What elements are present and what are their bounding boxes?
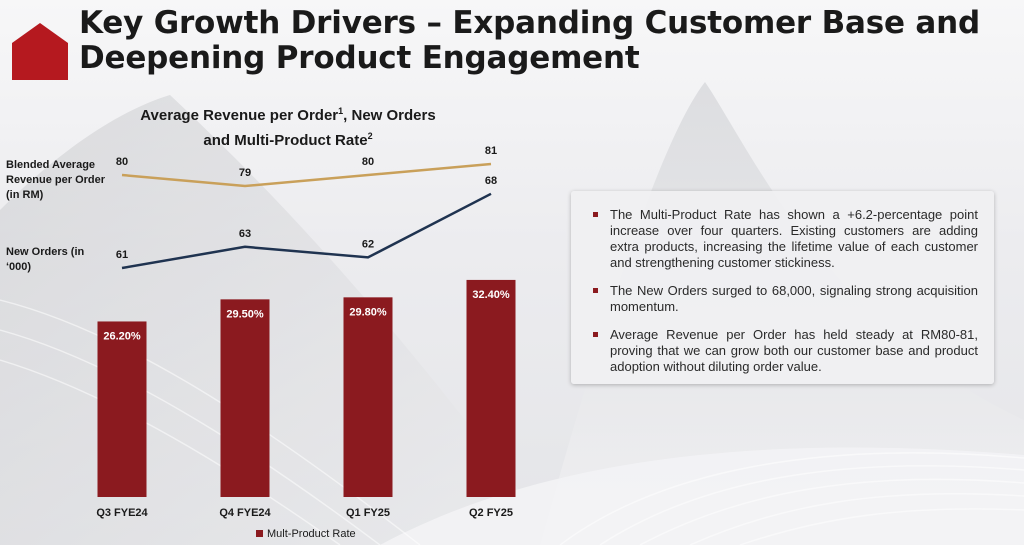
bar-label-3: 32.40% xyxy=(472,289,510,301)
category-label-0: Q3 FYE24 xyxy=(96,507,148,519)
new-orders-point-label-3: 68 xyxy=(485,175,497,187)
new-orders-line xyxy=(121,192,492,270)
new-orders-point-label-0: 61 xyxy=(116,249,128,261)
arpo-point-label-0: 80 xyxy=(116,156,128,168)
page-title-line-1: Key Growth Drivers – Expanding Customer … xyxy=(79,5,980,41)
chart-title: Average Revenue per Order1, New Orders a… xyxy=(100,101,476,151)
chart-title-sup2: 2 xyxy=(367,131,373,141)
legend-swatch xyxy=(256,530,263,537)
bar-label-2: 29.80% xyxy=(349,306,387,318)
chart-title-line1: Average Revenue per Order xyxy=(140,107,339,124)
new-orders-point-label-2: 62 xyxy=(362,238,374,250)
chart-title-sup1: 1 xyxy=(338,106,344,116)
chart-title-line2: and Multi-Product Rate xyxy=(203,132,368,149)
new-orders-point-label-1: 63 xyxy=(239,228,251,240)
arpo-point-label-1: 79 xyxy=(239,167,251,179)
arpo-axis-label: Blended Average Revenue per Order (in RM… xyxy=(6,159,106,201)
bullet-new-orders: The New Orders surged to 68,000, signali… xyxy=(593,283,978,315)
page-title-line-2: Deepening Product Engagement xyxy=(79,40,640,76)
key-points-box: The Multi-Product Rate has shown a +6.2-… xyxy=(571,191,994,384)
bar-2 xyxy=(343,297,393,497)
bullet-average-revenue: Average Revenue per Order has held stead… xyxy=(593,327,978,375)
bar-label-0: 26.20% xyxy=(103,330,141,342)
arpo-point-label-2: 80 xyxy=(362,156,374,168)
bar-1 xyxy=(220,299,270,497)
arpo-point-label-3: 81 xyxy=(485,145,497,157)
legend-label: Mult-Product Rate xyxy=(267,528,356,540)
bar-3 xyxy=(466,279,516,497)
page-title: Key Growth Drivers – Expanding Customer … xyxy=(79,6,1009,76)
arpo-line xyxy=(121,162,492,188)
chart-title-line1-rest: , New Orders xyxy=(343,107,436,124)
bar-0 xyxy=(97,321,147,497)
category-label-2: Q1 FY25 xyxy=(346,507,390,519)
bullet-multi-product-rate: The Multi-Product Rate has shown a +6.2-… xyxy=(593,207,978,271)
new-orders-axis-label: New Orders (in ‘000) xyxy=(6,246,85,273)
category-label-1: Q4 FYE24 xyxy=(219,507,271,519)
key-points-list: The Multi-Product Rate has shown a +6.2-… xyxy=(593,207,978,375)
bar-label-1: 29.50% xyxy=(226,308,264,320)
category-label-3: Q2 FY25 xyxy=(469,507,513,519)
house-logo-icon xyxy=(12,23,68,80)
